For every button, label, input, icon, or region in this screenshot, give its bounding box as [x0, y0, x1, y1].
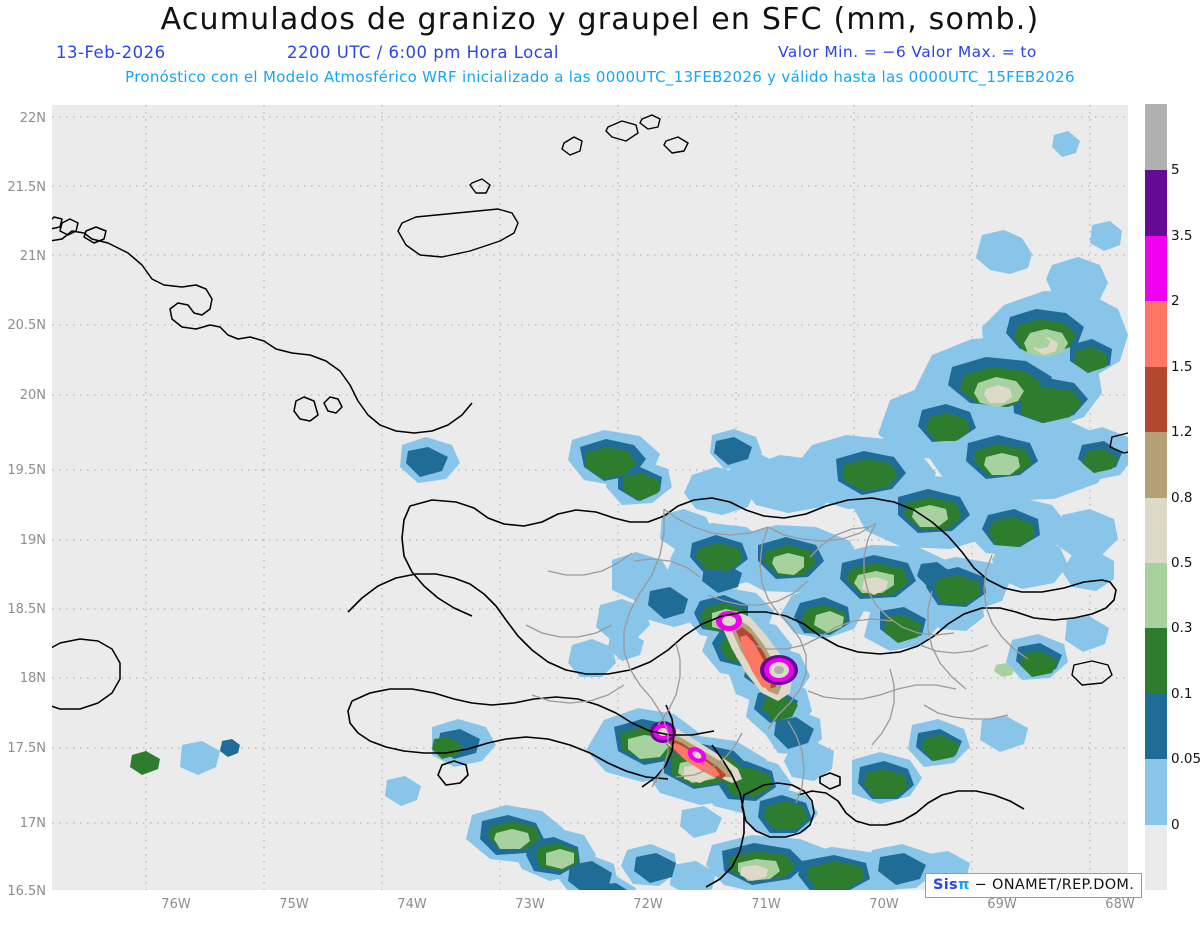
colorbar-band: [1145, 169, 1167, 236]
ytick-label: 17.5N: [7, 741, 46, 756]
province-borders: [525, 508, 1029, 804]
map-plot-area[interactable]: [52, 105, 1128, 890]
header-subline-model: Pronóstico con el Modelo Atmosférico WRF…: [0, 67, 1200, 89]
ytick-label: 16.5N: [7, 884, 46, 899]
colorbar-band: [1145, 496, 1167, 563]
value-minmax: Valor Min. = −6 Valor Max. = to: [778, 43, 1037, 61]
colorbar-band: [1145, 366, 1167, 433]
xtick-label: 74W: [397, 897, 427, 912]
precip-highlight-spots: [994, 335, 1050, 677]
model-description: Pronóstico con el Modelo Atmosférico WRF…: [125, 68, 1075, 86]
xtick-label: 71W: [751, 897, 781, 912]
xtick-label: 76W: [161, 897, 191, 912]
colorbar-tick-label: 0.05: [1171, 751, 1200, 768]
colorbar-band: [1145, 693, 1167, 760]
ytick-label: 20N: [19, 388, 46, 403]
colorbar-band: [1145, 431, 1167, 498]
colorbar-band: [1145, 823, 1167, 890]
coastline-mona-islets: [1071, 432, 1128, 686]
xtick-label: 72W: [633, 897, 663, 912]
ytick-label: 21N: [19, 249, 46, 264]
ytick-label: 19.5N: [7, 463, 46, 478]
colorbar-band: [1145, 300, 1167, 367]
colorbar-tick-label: 1.5: [1171, 358, 1193, 375]
colorbar-tick-label: 0: [1171, 816, 1180, 833]
ytick-label: 22N: [19, 111, 46, 126]
forecast-date: 13-Feb-2026: [56, 43, 166, 62]
forecast-time: 2200 UTC / 6:00 pm Hora Local: [287, 43, 559, 62]
colorbar-tick-label: 5: [1171, 162, 1180, 179]
colorbar-band: [1145, 758, 1167, 825]
colorbar-tick-label: 0.3: [1171, 620, 1193, 637]
coastline-cuba-south: [293, 396, 343, 422]
colorbar-tick-label: 1.2: [1171, 424, 1193, 441]
pi-icon: π: [957, 877, 970, 893]
colorbar-tick-label: 0.8: [1171, 489, 1193, 506]
chart-header: Acumulados de granizo y graupel en SFC (…: [0, 0, 1200, 96]
xtick-label: 70W: [869, 897, 899, 912]
colorbar-tick-label: 0.1: [1171, 685, 1193, 702]
colorbar-band: [1145, 562, 1167, 629]
attribution-agency: − ONAMET/REP.DOM.: [974, 877, 1135, 893]
xtick-label: 68W: [1105, 897, 1135, 912]
ytick-label: 18.5N: [7, 602, 46, 617]
coastline-bahamas-islets: [397, 114, 689, 258]
header-subline-valid: 13-Feb-2026 2200 UTC / 6:00 pm Hora Loca…: [0, 43, 1200, 65]
colorbar-band: [1145, 627, 1167, 694]
ytick-label: 19N: [19, 533, 46, 548]
colorbar-band: [1145, 235, 1167, 302]
ytick-label: 17N: [19, 816, 46, 831]
ytick-label: 18N: [19, 671, 46, 686]
precip-level-0: [180, 131, 1128, 890]
coastline-barahona: [641, 704, 1025, 888]
colorbar-tick-label: 0.5: [1171, 554, 1193, 571]
ytick-label: 20.5N: [7, 318, 46, 333]
precip-core-central-dr: [716, 611, 798, 701]
coastline-jamaica: [52, 638, 121, 710]
ytick-label: 21.5N: [7, 180, 46, 195]
coastline-cuba: [52, 216, 473, 434]
attribution-badge: Sisπ − ONAMET/REP.DOM.: [925, 873, 1143, 898]
colorbar-tick-label: 2: [1171, 293, 1180, 310]
xtick-label: 73W: [515, 897, 545, 912]
xtick-label: 75W: [279, 897, 309, 912]
sistema-logo-text: Sis: [933, 877, 958, 893]
page-title: Acumulados de granizo y graupel en SFC (…: [160, 2, 1040, 37]
colorbar[interactable]: 0 0.05 0.1 0.3 0.5 0.8 1.2 1.5 2 3.5 5: [1145, 104, 1200, 890]
coastline-hispaniola: [347, 497, 1117, 675]
coastline-haiti-peninsula: [347, 688, 715, 786]
colorbar-tick-label: 3.5: [1171, 227, 1193, 244]
colorbar-band: [1145, 104, 1167, 171]
xtick-label: 69W: [987, 897, 1017, 912]
precipitation-map: [52, 105, 1128, 890]
